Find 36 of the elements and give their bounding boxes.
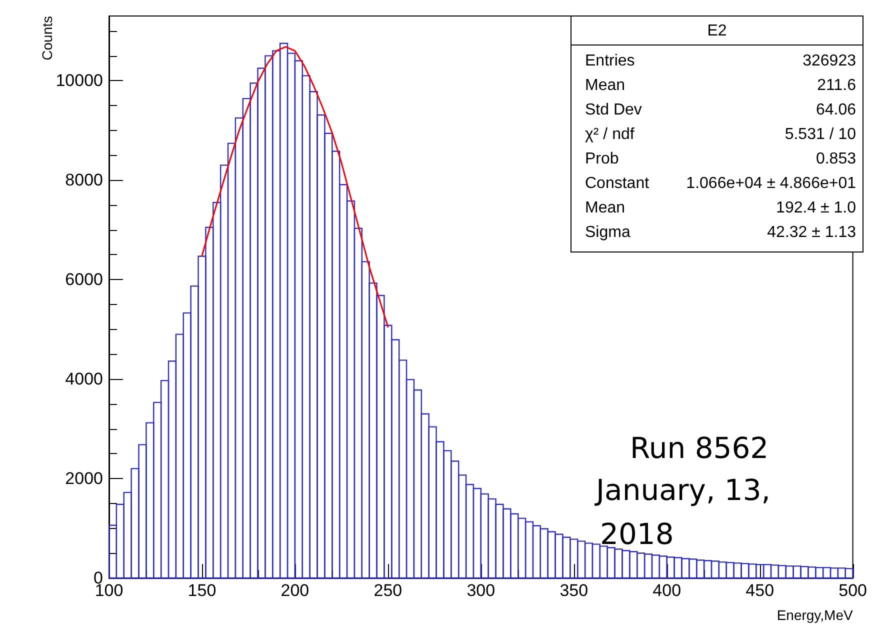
x-tick-label: 150: [188, 581, 216, 600]
x-tick-label: 300: [466, 581, 496, 600]
annotation: 1.066e+04 ± 4.866e+01: [686, 175, 856, 192]
annotation: 0.853: [816, 150, 856, 168]
y-tick-label: 10000: [56, 71, 103, 90]
annotation: 5.531 / 10: [784, 126, 856, 143]
annotation: Mean: [585, 77, 626, 94]
annotation: 42.32 ± 1.13: [767, 224, 856, 241]
y-tick-label: 4000: [65, 370, 103, 389]
line-series: [201, 46, 389, 328]
annotation: Prob: [585, 150, 619, 168]
y-tick-label: 8000: [65, 170, 103, 190]
x-tick-label: 450: [746, 581, 774, 600]
annotation: January, 13,: [594, 473, 770, 507]
annotation: 211.6: [817, 77, 856, 94]
y-axis-title: Counts: [39, 16, 55, 60]
annotation: 64.06: [816, 102, 856, 118]
annotation: Constant: [585, 175, 650, 192]
annotation: Run 8562: [630, 431, 769, 465]
annotation: E2: [707, 22, 727, 40]
x-tick-label: 250: [374, 581, 402, 600]
annotation: 326923: [802, 52, 856, 70]
annotation: Mean: [585, 200, 626, 216]
x-tick-label: 500: [838, 581, 868, 600]
annotation: Entries: [585, 52, 635, 70]
x-axis-title: Energy,MeV: [776, 607, 854, 623]
annotation: 192.4 ± 1.0: [776, 200, 856, 216]
y-tick-label: 6000: [65, 270, 103, 290]
x-tick-label: 400: [652, 581, 682, 600]
annotation: χ² / ndf: [585, 126, 635, 143]
y-tick-label: 2000: [65, 469, 103, 488]
x-tick-label: 350: [560, 581, 588, 600]
annotation: 2018: [600, 517, 674, 551]
annotation: Sigma: [585, 224, 630, 241]
annotation: Std Dev: [585, 102, 642, 118]
x-tick-label: 200: [280, 581, 310, 600]
